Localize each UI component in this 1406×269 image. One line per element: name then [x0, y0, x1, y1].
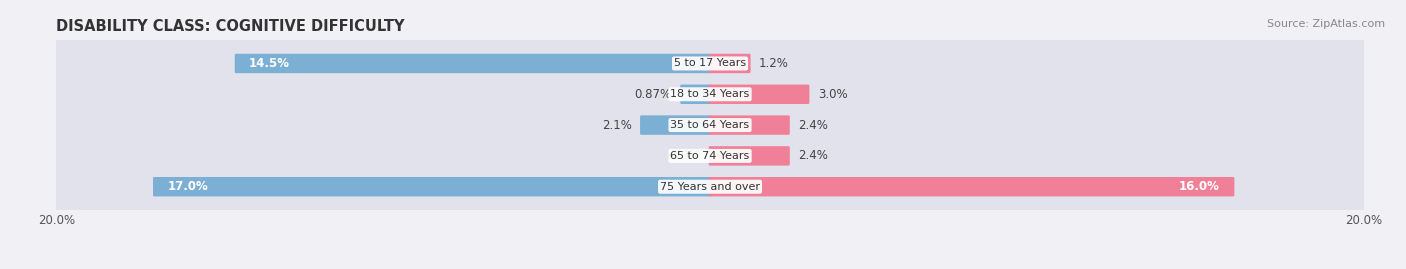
Text: 3.0%: 3.0%: [818, 88, 848, 101]
Text: 18 to 34 Years: 18 to 34 Years: [671, 89, 749, 99]
Text: DISABILITY CLASS: COGNITIVE DIFFICULTY: DISABILITY CLASS: COGNITIVE DIFFICULTY: [56, 19, 405, 34]
FancyBboxPatch shape: [153, 177, 711, 196]
Text: 2.1%: 2.1%: [602, 119, 631, 132]
FancyBboxPatch shape: [48, 69, 1372, 120]
FancyBboxPatch shape: [681, 84, 711, 104]
FancyBboxPatch shape: [48, 100, 1372, 151]
Text: 75 Years and over: 75 Years and over: [659, 182, 761, 192]
FancyBboxPatch shape: [709, 54, 751, 73]
FancyBboxPatch shape: [48, 38, 1372, 89]
Text: 5 to 17 Years: 5 to 17 Years: [673, 58, 747, 68]
Text: Source: ZipAtlas.com: Source: ZipAtlas.com: [1267, 19, 1385, 29]
FancyBboxPatch shape: [48, 161, 1372, 212]
Text: 16.0%: 16.0%: [1180, 180, 1220, 193]
FancyBboxPatch shape: [709, 146, 790, 166]
FancyBboxPatch shape: [48, 130, 1372, 181]
Text: 35 to 64 Years: 35 to 64 Years: [671, 120, 749, 130]
FancyBboxPatch shape: [709, 177, 1234, 196]
Text: 65 to 74 Years: 65 to 74 Years: [671, 151, 749, 161]
Text: 0.87%: 0.87%: [634, 88, 672, 101]
FancyBboxPatch shape: [235, 54, 711, 73]
Text: 2.4%: 2.4%: [799, 119, 828, 132]
Text: 14.5%: 14.5%: [249, 57, 290, 70]
Text: 1.2%: 1.2%: [759, 57, 789, 70]
Text: 2.4%: 2.4%: [799, 149, 828, 162]
FancyBboxPatch shape: [709, 115, 790, 135]
FancyBboxPatch shape: [640, 115, 711, 135]
FancyBboxPatch shape: [709, 84, 810, 104]
Text: 17.0%: 17.0%: [167, 180, 208, 193]
Text: 0.0%: 0.0%: [671, 149, 700, 162]
